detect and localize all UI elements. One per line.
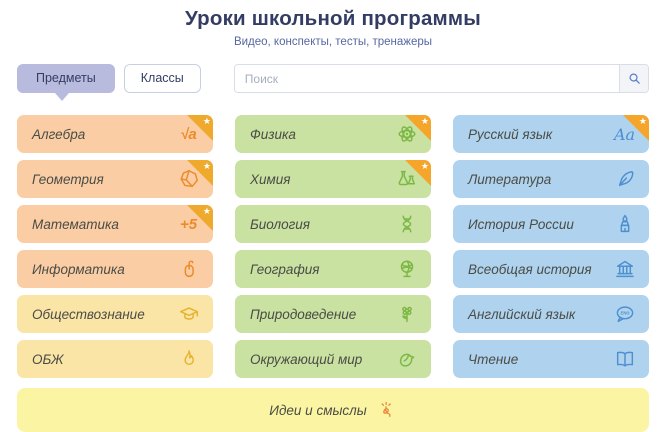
active-tab-pointer bbox=[55, 93, 69, 108]
tab-classes-label: Классы bbox=[140, 71, 184, 85]
classical-building-icon bbox=[613, 258, 636, 281]
star-badge: ★ bbox=[405, 160, 431, 186]
page-title: Уроки школьной программы bbox=[184, 7, 481, 30]
search-icon bbox=[627, 71, 642, 86]
subject-card[interactable]: Биология bbox=[235, 205, 431, 243]
subject-card[interactable]: Всеобщая история bbox=[453, 250, 649, 288]
subject-card[interactable]: Природоведение bbox=[235, 295, 431, 333]
subjects-grid: Алгебра √a ★ Геометрия ★ Математика +5 ★… bbox=[17, 115, 649, 385]
subject-card[interactable]: Геометрия ★ bbox=[17, 160, 213, 198]
tab-subjects[interactable]: Предметы bbox=[17, 64, 115, 101]
subject-label: Физика bbox=[250, 126, 296, 142]
quill-icon bbox=[613, 168, 636, 191]
search-button[interactable] bbox=[619, 65, 648, 92]
flame-icon bbox=[177, 348, 200, 371]
subjects-column: Русский язык Aa ★ Литература История Рос… bbox=[453, 115, 649, 385]
subject-card[interactable]: Алгебра √a ★ bbox=[17, 115, 213, 153]
ideas-and-meanings-label: Идеи и смыслы bbox=[269, 402, 367, 418]
page-subtitle: Видео, конспекты, тесты, тренажеры bbox=[233, 36, 433, 48]
ideas-and-meanings-bar[interactable]: Идеи и смыслы bbox=[17, 388, 649, 432]
flower-icon bbox=[395, 303, 418, 326]
subject-card[interactable]: Чтение bbox=[453, 340, 649, 378]
subject-label: История России bbox=[468, 216, 574, 232]
subject-card[interactable]: Литература bbox=[453, 160, 649, 198]
subject-label: Окружающий мир bbox=[250, 351, 363, 367]
search-box bbox=[233, 64, 649, 93]
star-badge: ★ bbox=[623, 115, 649, 141]
globe-icon bbox=[395, 258, 418, 281]
subject-card[interactable]: Английский язык ENG bbox=[453, 295, 649, 333]
subject-card[interactable]: Обществознание bbox=[17, 295, 213, 333]
subject-label: Всеобщая история bbox=[468, 261, 592, 277]
search-input[interactable] bbox=[234, 65, 619, 92]
tab-classes[interactable]: Классы bbox=[123, 64, 201, 93]
subject-label: ОБЖ bbox=[32, 351, 64, 367]
subject-label: География bbox=[250, 261, 320, 277]
eng-bubble-icon: ENG bbox=[613, 303, 636, 326]
svg-text:ENG: ENG bbox=[620, 311, 630, 316]
subject-card[interactable]: Информатика bbox=[17, 250, 213, 288]
tab-subjects-label: Предметы bbox=[36, 71, 96, 85]
subject-label: Химия bbox=[250, 171, 291, 187]
subject-label: Английский язык bbox=[468, 306, 576, 322]
computer-mouse-icon bbox=[177, 258, 200, 281]
subject-label: Математика bbox=[32, 216, 119, 232]
subject-label: Геометрия bbox=[32, 171, 104, 187]
subject-label: Русский язык bbox=[468, 126, 553, 142]
subject-card[interactable]: Русский язык Aa ★ bbox=[453, 115, 649, 153]
dna-icon bbox=[395, 213, 418, 236]
star-badge: ★ bbox=[405, 115, 431, 141]
subject-label: Чтение bbox=[468, 351, 519, 367]
subject-label: Литература bbox=[468, 171, 552, 187]
star-badge: ★ bbox=[187, 205, 213, 231]
subject-label: Алгебра bbox=[32, 126, 86, 142]
kremlin-tower-icon bbox=[613, 213, 636, 236]
subject-label: Природоведение bbox=[250, 306, 357, 322]
subject-card[interactable]: ОБЖ bbox=[17, 340, 213, 378]
subjects-column: Алгебра √a ★ Геометрия ★ Математика +5 ★… bbox=[17, 115, 213, 385]
subject-card[interactable]: Окружающий мир bbox=[235, 340, 431, 378]
star-badge: ★ bbox=[187, 160, 213, 186]
subject-card[interactable]: Физика ★ bbox=[235, 115, 431, 153]
subject-card[interactable]: Математика +5 ★ bbox=[17, 205, 213, 243]
subjects-column: Физика ★ Химия ★ Биология География Прир… bbox=[235, 115, 431, 385]
page: Уроки школьной программы Видео, конспект… bbox=[0, 7, 666, 432]
snap-fingers-icon bbox=[377, 399, 397, 422]
bird-icon bbox=[395, 348, 418, 371]
open-book-icon bbox=[613, 348, 636, 371]
subject-card[interactable]: Химия ★ bbox=[235, 160, 431, 198]
graduation-cap-icon bbox=[177, 303, 200, 326]
star-badge: ★ bbox=[187, 115, 213, 141]
subject-label: Информатика bbox=[32, 261, 125, 277]
subject-card[interactable]: История России bbox=[453, 205, 649, 243]
subject-card[interactable]: География bbox=[235, 250, 431, 288]
subject-label: Биология bbox=[250, 216, 311, 232]
subject-label: Обществознание bbox=[32, 306, 145, 322]
controls-row: Предметы Классы bbox=[17, 64, 649, 101]
